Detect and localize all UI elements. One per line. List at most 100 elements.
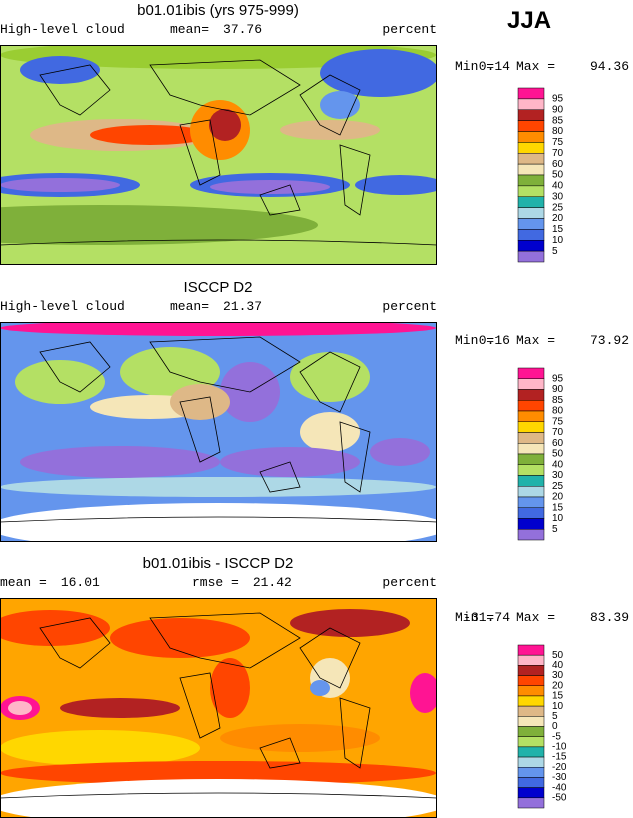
colorbar-swatch [517,174,545,187]
colorbar-swatch [517,421,545,433]
colorbar-swatch [517,464,545,476]
units: percent [382,575,437,590]
colorbar-label: -5 [552,731,561,742]
colorbar-label: 15 [552,224,564,235]
colorbar-swatch [517,229,545,241]
stat-label: rmse = [192,575,239,590]
colorbar-label: 85 [552,395,564,406]
field-name: High-level cloud [0,299,125,314]
colorbar-swatch [517,163,545,176]
colorbar-label: -30 [552,772,567,783]
contour-region [0,477,436,497]
contour-region [210,180,330,194]
colorbar-swatch [517,240,545,252]
colorbar-swatch [517,736,545,748]
colorbar-swatch [517,453,545,465]
colorbar-swatch [517,98,545,110]
colorbar-swatch [517,378,545,390]
colorbar-label: 15 [552,502,564,513]
colorbar-swatch [517,400,545,412]
contour-region [0,503,437,542]
colorbar-label: 90 [552,384,564,395]
colorbar-label: -20 [552,762,567,773]
stat-value: 21.42 [253,575,292,590]
colorbar-swatch [517,87,545,100]
colorbar-swatch [517,250,545,263]
contour-region [220,724,380,752]
min-label: Min = [455,610,494,625]
colorbar-swatch [517,185,545,197]
contour-region [60,698,180,718]
contour-region [0,779,437,818]
colorbar-label: 30 [552,191,564,202]
max-value: 94.36 [590,59,629,74]
field-name: High-level cloud [0,22,125,37]
colorbar-swatch [517,496,545,508]
units: percent [382,22,437,37]
map-field [0,598,437,818]
contour-region [0,205,318,245]
season-label: JJA [507,7,551,34]
contour-region [0,610,110,646]
coastline [0,59,437,246]
colorbar-label: 95 [552,94,564,105]
colorbar-swatch [517,726,545,737]
contour-region [0,322,436,336]
coastline [0,336,437,523]
colorbar-label: -15 [552,752,567,763]
contour-region [0,761,436,785]
colorbar-label: -50 [552,792,567,803]
panel-title: b01.01ibis (yrs 975-999) [137,2,299,19]
colorbar-label: -10 [552,742,567,753]
colorbar-label: 40 [552,459,564,470]
colorbar-label: 95 [552,373,564,384]
colorbar-swatch [517,797,545,809]
contour-region [209,109,241,141]
colorbar-label: 25 [552,202,564,213]
contour-region [20,446,220,478]
colorbar-swatch [517,131,545,143]
contour-region [0,178,120,192]
colorbar-swatch [517,746,545,758]
max-label: Max = [516,610,555,625]
colorbar-swatch [517,443,545,455]
min-label: Min = [455,333,494,348]
colorbar-swatch [517,196,545,208]
panel-title: b01.01ibis - ISCCP D2 [143,555,294,572]
max-value: 83.39 [590,610,629,625]
colorbar-label: 5 [552,524,558,535]
colorbar-label: 5 [552,246,558,257]
colorbar-label: 75 [552,137,564,148]
colorbar-swatch [517,120,545,132]
colorbar-swatch [517,716,545,727]
colorbar-swatch [517,142,545,154]
contour-region [110,618,250,658]
min-value: -31.74 [463,610,510,625]
colorbar-swatch [517,675,545,686]
map [0,45,437,265]
max-label: Max = [516,333,555,348]
colorbar-swatch [517,518,545,530]
map-field [0,45,437,265]
colorbar-swatch [517,367,545,379]
colorbar-label: 30 [552,670,564,681]
colorbar-swatch [517,654,545,666]
colorbar-label: 5 [552,711,558,722]
contour-region [170,384,230,420]
colorbar-swatch [517,787,545,799]
panel-title: ISCCP D2 [184,279,253,296]
colorbar-swatch [517,432,545,444]
contour-region [300,412,360,452]
colorbar-label: 15 [552,691,564,702]
stat-value: 37.76 [223,22,262,37]
colorbar-swatch [517,109,545,121]
colorbar-label: 80 [552,406,564,417]
colorbar-label: 30 [552,470,564,481]
colorbar-swatch [517,685,545,697]
colorbar-label: 40 [552,660,564,671]
colorbar-label: 60 [552,159,564,170]
stat: mean= 21.37 [170,299,262,314]
contour-region [0,730,200,766]
contour-region [355,175,437,195]
